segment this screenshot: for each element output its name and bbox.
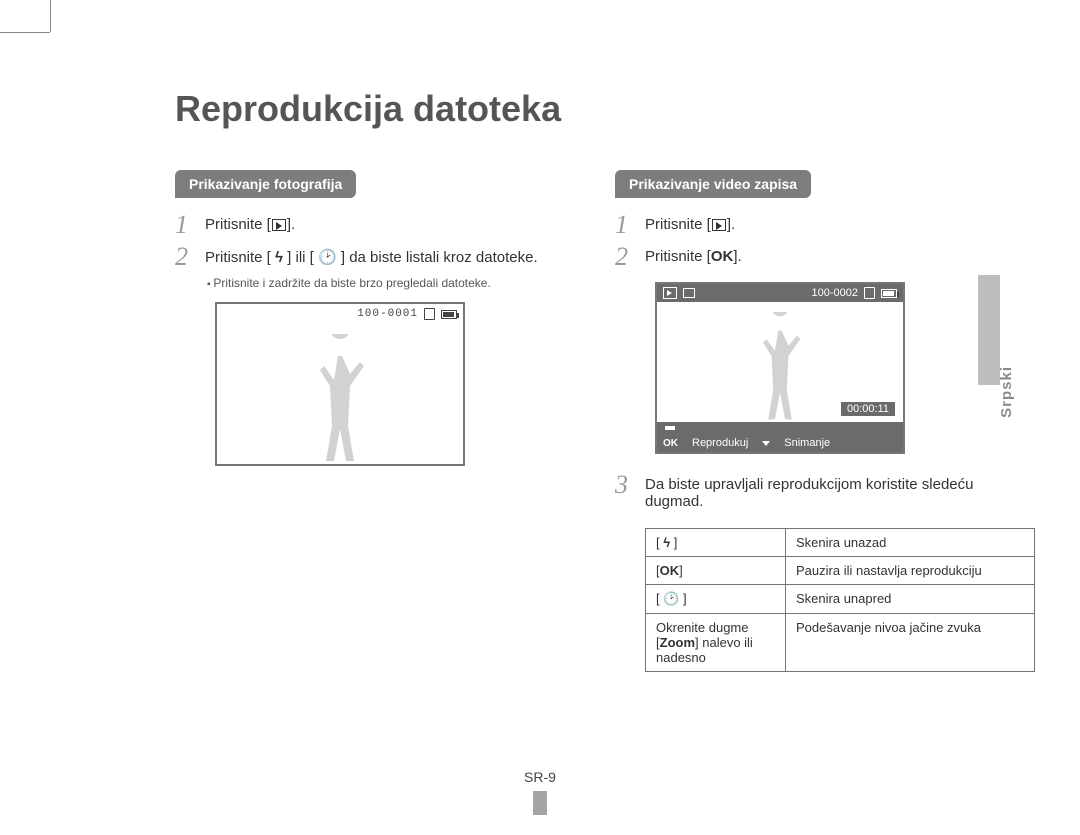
- controls-table: [ ϟ ] Skenira unazad [OK] Pauzira ili na…: [645, 528, 1035, 672]
- video-icon: [683, 288, 695, 298]
- table-row: [ 🕑 ] Skenira unapred: [646, 585, 1035, 614]
- step-note: Pritisnite i zadržite da biste brzo preg…: [207, 276, 595, 290]
- step-text: Da biste upravljali reprodukcijom korist…: [645, 472, 1035, 510]
- playback-icon: [712, 219, 726, 231]
- step-number: 1: [175, 212, 205, 238]
- page-number: SR-9: [524, 769, 556, 785]
- table-cell-val: Skenira unazad: [786, 529, 1035, 557]
- step-text: Pritisnite [ ϟ ] ili [ 🕑 ] da biste list…: [205, 244, 538, 266]
- step-number: 3: [615, 472, 645, 498]
- step-text-fragment: Pritisnite [: [205, 249, 271, 266]
- table-cell-val: Pauzira ili nastavlja reprodukciju: [786, 557, 1035, 585]
- page-title: Reprodukcija datoteka: [175, 88, 561, 130]
- step-text-fragment: Pritisnite [: [205, 216, 271, 233]
- step-text: Pritisnite [].: [645, 212, 735, 233]
- lcd-status-bar: 100-0001: [217, 304, 463, 324]
- step-text-fragment: ] ili [: [287, 249, 314, 266]
- step-text-fragment: ].: [733, 248, 741, 265]
- playback-mode-icon: [663, 287, 677, 299]
- crop-mark-horizontal: [0, 32, 50, 33]
- down-icon: [762, 441, 770, 446]
- step-text-fragment: Pritisnite [: [645, 248, 711, 265]
- battery-icon: [881, 289, 897, 298]
- step-text: Pritisnite [].: [205, 212, 295, 233]
- lcd-photo-preview: 100-0001: [215, 302, 465, 466]
- section-heading-photos: Prikazivanje fotografija: [175, 170, 356, 198]
- ok-label: OK: [711, 248, 734, 265]
- step-2: 2 Pritisnite [ ϟ ] ili [ 🕑 ] da biste li…: [175, 244, 595, 270]
- steps-photos: 1 Pritisnite []. 2 Pritisnite [ ϟ ] ili …: [175, 212, 595, 290]
- section-photos: Prikazivanje fotografija 1 Pritisnite []…: [175, 170, 595, 466]
- table-cell-val: Skenira unapred: [786, 585, 1035, 614]
- timer-icon: 🕑: [663, 591, 679, 607]
- step-1: 1 Pritisnite [].: [615, 212, 1035, 238]
- steps-video: 1 Pritisnite []. 2 Pritisnite [OK].: [615, 212, 1035, 270]
- steps-video-cont: 3 Da biste upravljali reprodukcijom kori…: [615, 472, 1035, 510]
- manual-page: Reprodukcija datoteka Prikazivanje fotog…: [60, 0, 1020, 835]
- language-side-tab: [978, 275, 1000, 385]
- key-bold: Zoom: [660, 635, 695, 650]
- lcd-video-preview: 100-0002 00:00:11 OK Reprodukuj Snimanje: [655, 282, 905, 454]
- step-text: Pritisnite [OK].: [645, 244, 742, 265]
- lcd-file-number: 100-0002: [812, 287, 859, 299]
- play-hint-label: Reprodukuj: [692, 437, 748, 449]
- memory-card-icon: [864, 287, 875, 299]
- step-text-fragment: ].: [727, 216, 735, 233]
- lcd-elapsed-time: 00:00:11: [841, 402, 895, 416]
- table-row: [ ϟ ] Skenira unazad: [646, 529, 1035, 557]
- language-label: Srpski: [998, 366, 1015, 418]
- section-heading-video: Prikazivanje video zapisa: [615, 170, 811, 198]
- step-text-fragment: Pritisnite [: [645, 216, 711, 233]
- lcd-progress-bar: [657, 422, 903, 434]
- battery-icon: [441, 310, 457, 319]
- table-cell-val: Podešavanje nivoa jačine zvuka: [786, 614, 1035, 672]
- person-silhouette: [305, 334, 375, 464]
- page-number-bar: [533, 791, 547, 815]
- lcd-button-hints: OK Reprodukuj Snimanje: [657, 434, 903, 452]
- lcd-status-bar: 100-0002: [657, 284, 903, 302]
- table-row: Okrenite dugme [Zoom] nalevo ili nadesno…: [646, 614, 1035, 672]
- playback-icon: [272, 219, 286, 231]
- step-2: 2 Pritisnite [OK].: [615, 244, 1035, 270]
- table-cell-key: [OK]: [646, 557, 786, 585]
- step-3: 3 Da biste upravljali reprodukcijom kori…: [615, 472, 1035, 510]
- table-cell-key: Okrenite dugme [Zoom] nalevo ili nadesno: [646, 614, 786, 672]
- table-row: [OK] Pauzira ili nastavlja reprodukciju: [646, 557, 1035, 585]
- step-number: 2: [175, 244, 205, 270]
- ok-label: OK: [660, 563, 680, 578]
- timer-icon: 🕑: [318, 248, 337, 266]
- ok-hint-icon: OK: [663, 438, 678, 449]
- section-video: Prikazivanje video zapisa 1 Pritisnite […: [615, 170, 1035, 672]
- lcd-image-area: 00:00:11: [657, 302, 903, 422]
- step-text-fragment: ].: [287, 216, 295, 233]
- lcd-image-area: [217, 324, 463, 464]
- record-hint-label: Snimanje: [784, 437, 830, 449]
- table-cell-key: [ ϟ ]: [646, 529, 786, 557]
- memory-card-icon: [424, 308, 435, 320]
- flash-icon: ϟ: [275, 249, 283, 266]
- table-cell-key: [ 🕑 ]: [646, 585, 786, 614]
- lcd-file-number: 100-0001: [357, 308, 418, 320]
- step-1: 1 Pritisnite [].: [175, 212, 595, 238]
- step-number: 1: [615, 212, 645, 238]
- step-number: 2: [615, 244, 645, 270]
- crop-mark-vertical: [50, 0, 51, 32]
- flash-icon: ϟ: [663, 535, 670, 550]
- person-silhouette: [750, 312, 810, 422]
- step-text-fragment: ] da biste listali kroz datoteke.: [341, 249, 538, 266]
